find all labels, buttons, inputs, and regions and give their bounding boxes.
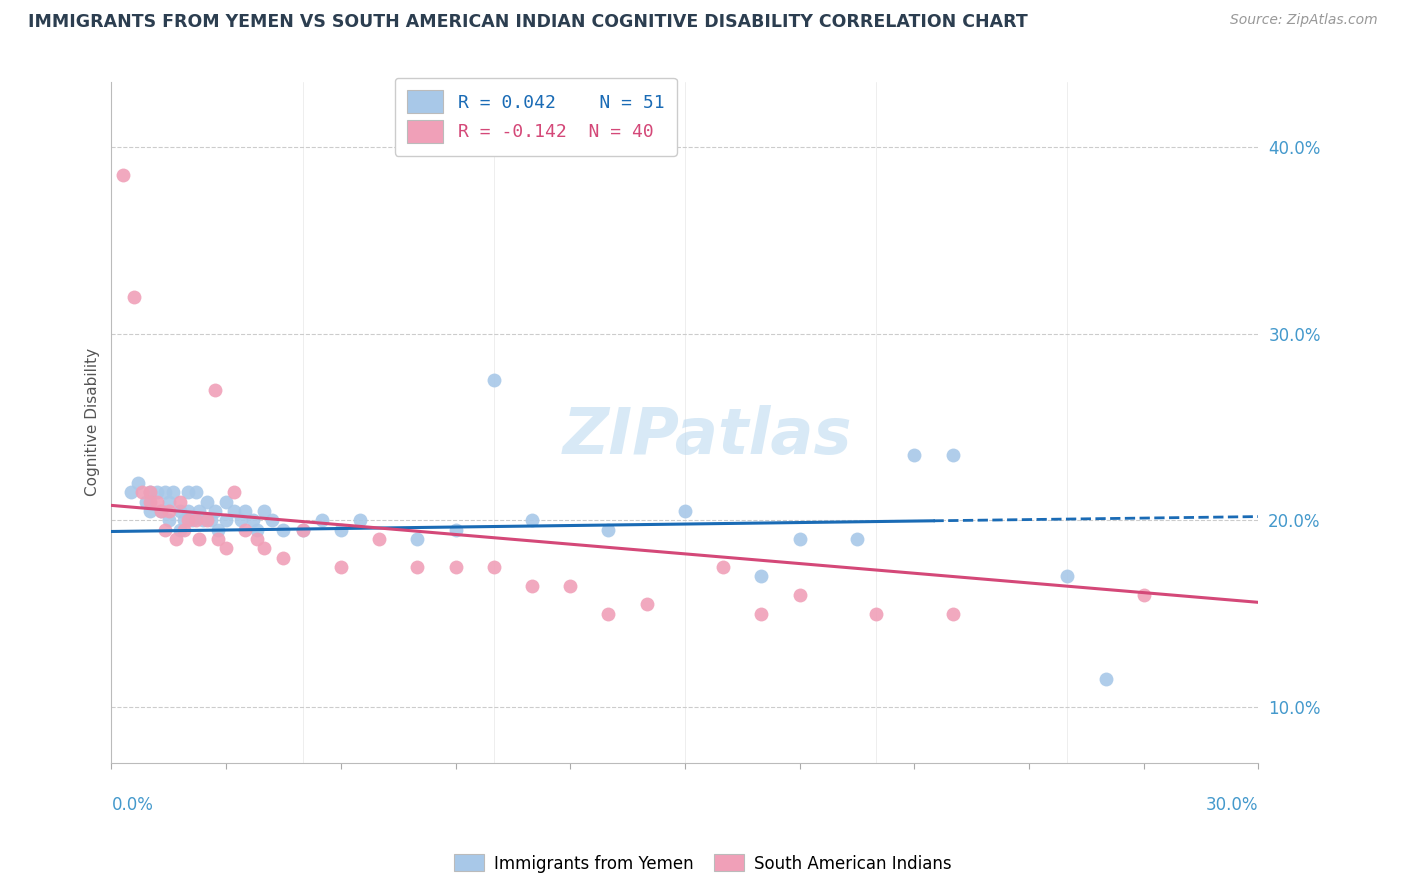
Point xyxy=(273,523,295,537)
Point xyxy=(200,513,222,527)
Point xyxy=(598,607,620,621)
Point xyxy=(131,485,153,500)
Point xyxy=(231,513,253,527)
Point xyxy=(444,523,467,537)
Point xyxy=(751,607,773,621)
Y-axis label: Cognitive Disability: Cognitive Disability xyxy=(86,349,100,497)
Point xyxy=(111,169,134,183)
Point xyxy=(482,560,505,574)
Point xyxy=(215,494,238,508)
Legend: Immigrants from Yemen, South American Indians: Immigrants from Yemen, South American In… xyxy=(447,847,959,880)
Point xyxy=(165,532,187,546)
Point xyxy=(157,494,180,508)
Point xyxy=(184,485,207,500)
Point xyxy=(1094,672,1116,686)
Point xyxy=(195,494,218,508)
Point xyxy=(124,289,146,303)
Point xyxy=(146,494,169,508)
Point xyxy=(215,513,238,527)
Point xyxy=(193,513,215,527)
Point xyxy=(311,513,333,527)
Point xyxy=(520,513,543,527)
Text: 0.0%: 0.0% xyxy=(111,797,153,814)
Point xyxy=(789,588,811,602)
Point xyxy=(482,374,505,388)
Point xyxy=(150,504,173,518)
Point xyxy=(751,569,773,583)
Legend: R = 0.042    N = 51, R = -0.142  N = 40: R = 0.042 N = 51, R = -0.142 N = 40 xyxy=(395,78,678,155)
Point xyxy=(598,523,620,537)
Text: Source: ZipAtlas.com: Source: ZipAtlas.com xyxy=(1230,13,1378,28)
Point xyxy=(444,560,467,574)
Text: 30.0%: 30.0% xyxy=(1206,797,1258,814)
Point xyxy=(169,494,191,508)
Point xyxy=(291,523,314,537)
Point xyxy=(138,485,160,500)
Point xyxy=(169,504,191,518)
Point xyxy=(329,560,352,574)
Point xyxy=(406,532,429,546)
Point xyxy=(406,560,429,574)
Point xyxy=(157,504,180,518)
Point xyxy=(120,485,142,500)
Point xyxy=(204,504,226,518)
Point xyxy=(177,504,200,518)
Point xyxy=(177,485,200,500)
Point xyxy=(157,513,180,527)
Point xyxy=(207,532,229,546)
Point xyxy=(188,532,211,546)
Point xyxy=(865,607,887,621)
Point xyxy=(673,504,696,518)
Point xyxy=(903,448,925,462)
Text: ZIPatlas: ZIPatlas xyxy=(564,405,852,467)
Point xyxy=(1056,569,1078,583)
Point xyxy=(942,607,965,621)
Point xyxy=(233,523,256,537)
Point xyxy=(520,578,543,592)
Point xyxy=(1132,588,1154,602)
Point xyxy=(188,504,211,518)
Point xyxy=(233,504,256,518)
Point xyxy=(150,504,173,518)
Point xyxy=(184,513,207,527)
Point xyxy=(146,485,169,500)
Point xyxy=(636,597,658,611)
Point xyxy=(207,523,229,537)
Point xyxy=(222,504,245,518)
Point xyxy=(135,494,157,508)
Point xyxy=(560,578,582,592)
Point xyxy=(846,532,869,546)
Text: IMMIGRANTS FROM YEMEN VS SOUTH AMERICAN INDIAN COGNITIVE DISABILITY CORRELATION : IMMIGRANTS FROM YEMEN VS SOUTH AMERICAN … xyxy=(28,13,1028,31)
Point xyxy=(329,523,352,537)
Point xyxy=(195,513,218,527)
Point xyxy=(162,485,184,500)
Point xyxy=(260,513,283,527)
Point xyxy=(711,560,734,574)
Point xyxy=(138,504,160,518)
Point xyxy=(242,513,264,527)
Point xyxy=(349,513,371,527)
Point xyxy=(291,523,314,537)
Point xyxy=(138,485,160,500)
Point xyxy=(215,541,238,556)
Point xyxy=(169,523,191,537)
Point xyxy=(204,383,226,397)
Point xyxy=(246,523,269,537)
Point xyxy=(273,550,295,565)
Point xyxy=(253,541,276,556)
Point xyxy=(127,475,149,490)
Point xyxy=(153,523,176,537)
Point xyxy=(177,513,200,527)
Point xyxy=(253,504,276,518)
Point xyxy=(222,485,245,500)
Point xyxy=(368,532,391,546)
Point xyxy=(138,494,160,508)
Point xyxy=(942,448,965,462)
Point xyxy=(246,532,269,546)
Point xyxy=(180,513,202,527)
Point xyxy=(153,485,176,500)
Point xyxy=(789,532,811,546)
Point xyxy=(173,513,195,527)
Point xyxy=(173,523,195,537)
